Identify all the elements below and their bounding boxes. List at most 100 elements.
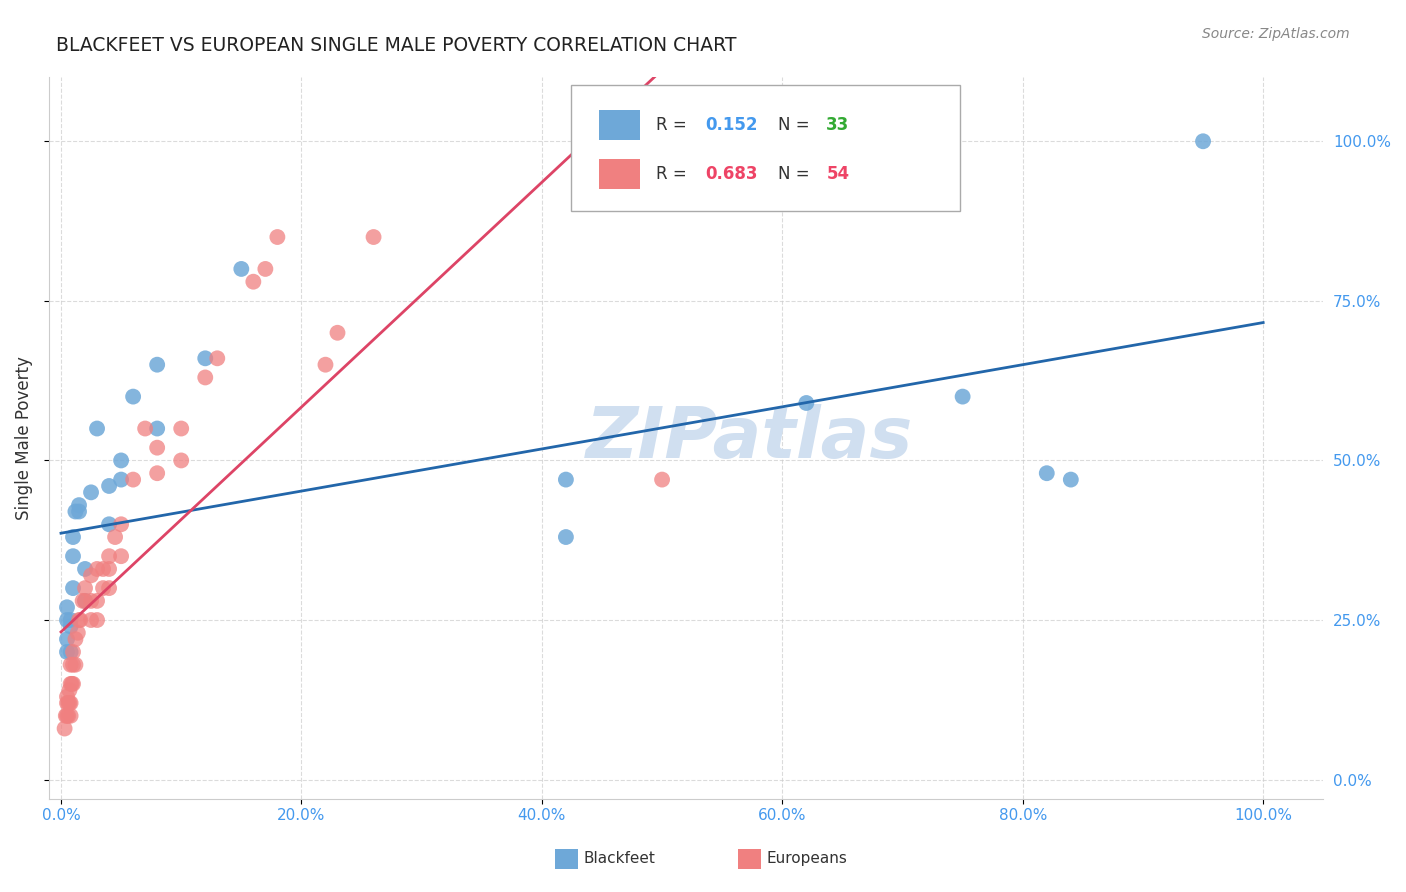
Point (80, 613, 103, 627)
Point (231, 262, 253, 277)
Point (86, 613, 108, 627)
Point (59, 696, 82, 710)
Point (80, 594, 103, 608)
Point (62, 645, 84, 659)
Point (91, 581, 114, 595)
Point (554, 530, 576, 544)
Text: 0.683: 0.683 (706, 165, 758, 183)
Point (62, 530, 84, 544)
Text: Blackfeet: Blackfeet (583, 852, 655, 866)
Point (67, 498, 90, 512)
Point (56, 600, 79, 615)
Point (98, 549, 121, 564)
Point (104, 530, 127, 544)
Point (98, 562, 121, 576)
Point (56, 690, 79, 704)
Point (58, 696, 80, 710)
Point (146, 421, 169, 435)
Point (266, 230, 288, 244)
Point (326, 326, 349, 340)
Text: ZIPatlas: ZIPatlas (586, 403, 914, 473)
FancyBboxPatch shape (599, 159, 640, 189)
Point (58, 708, 80, 723)
Point (91, 562, 114, 576)
Point (58, 696, 80, 710)
Point (69, 613, 91, 627)
Point (110, 453, 132, 467)
Point (98, 479, 121, 493)
Point (80, 485, 103, 500)
Point (73, 594, 96, 608)
Point (98, 517, 121, 532)
Point (86, 594, 108, 608)
FancyBboxPatch shape (599, 110, 640, 140)
Point (58, 683, 80, 698)
Point (146, 358, 169, 372)
Point (170, 421, 193, 435)
Text: 33: 33 (827, 116, 849, 134)
Point (314, 358, 336, 372)
Point (62, 677, 84, 691)
Point (67, 504, 90, 518)
Point (56, 708, 79, 723)
Point (86, 562, 108, 576)
Text: Europeans: Europeans (766, 852, 848, 866)
Point (1060, 473, 1083, 487)
Point (65, 632, 87, 647)
Point (59, 619, 82, 633)
Point (56, 613, 79, 627)
Point (952, 390, 974, 404)
Point (110, 517, 132, 532)
Point (73, 562, 96, 576)
Point (146, 467, 169, 481)
Point (194, 351, 217, 366)
Point (59, 677, 82, 691)
Point (98, 581, 121, 595)
Point (56, 696, 79, 710)
Point (651, 473, 673, 487)
Point (56, 632, 79, 647)
Point (59, 657, 82, 672)
Point (66, 625, 89, 640)
Point (62, 657, 84, 672)
Point (1192, 134, 1215, 148)
Point (80, 568, 103, 582)
Point (72, 594, 94, 608)
Point (134, 421, 156, 435)
Point (60, 677, 83, 691)
Point (363, 230, 385, 244)
Text: BLACKFEET VS EUROPEAN SINGLE MALE POVERTY CORRELATION CHART: BLACKFEET VS EUROPEAN SINGLE MALE POVERT… (56, 36, 737, 54)
Point (62, 549, 84, 564)
Text: R =: R = (655, 116, 692, 134)
Point (65, 657, 87, 672)
FancyBboxPatch shape (571, 85, 960, 211)
Point (796, 396, 818, 410)
Point (122, 473, 145, 487)
Point (56, 645, 79, 659)
Text: N =: N = (778, 116, 814, 134)
Point (554, 473, 576, 487)
Point (65, 504, 87, 518)
Point (242, 275, 264, 289)
Point (110, 473, 132, 487)
Point (170, 453, 193, 467)
Point (67, 613, 90, 627)
Point (62, 581, 84, 595)
Point (207, 351, 229, 366)
Point (86, 421, 108, 435)
Y-axis label: Single Male Poverty: Single Male Poverty (15, 356, 32, 520)
Point (73, 581, 96, 595)
Text: Source: ZipAtlas.com: Source: ZipAtlas.com (1202, 27, 1350, 41)
Point (254, 262, 277, 277)
Text: N =: N = (778, 165, 814, 183)
Point (59, 645, 82, 659)
Point (194, 370, 217, 384)
Text: 0.152: 0.152 (706, 116, 758, 134)
Point (110, 549, 132, 564)
Point (53, 722, 76, 736)
Point (1036, 467, 1059, 481)
Point (59, 613, 82, 627)
Text: R =: R = (655, 165, 692, 183)
Point (73, 594, 96, 608)
Point (146, 441, 169, 455)
